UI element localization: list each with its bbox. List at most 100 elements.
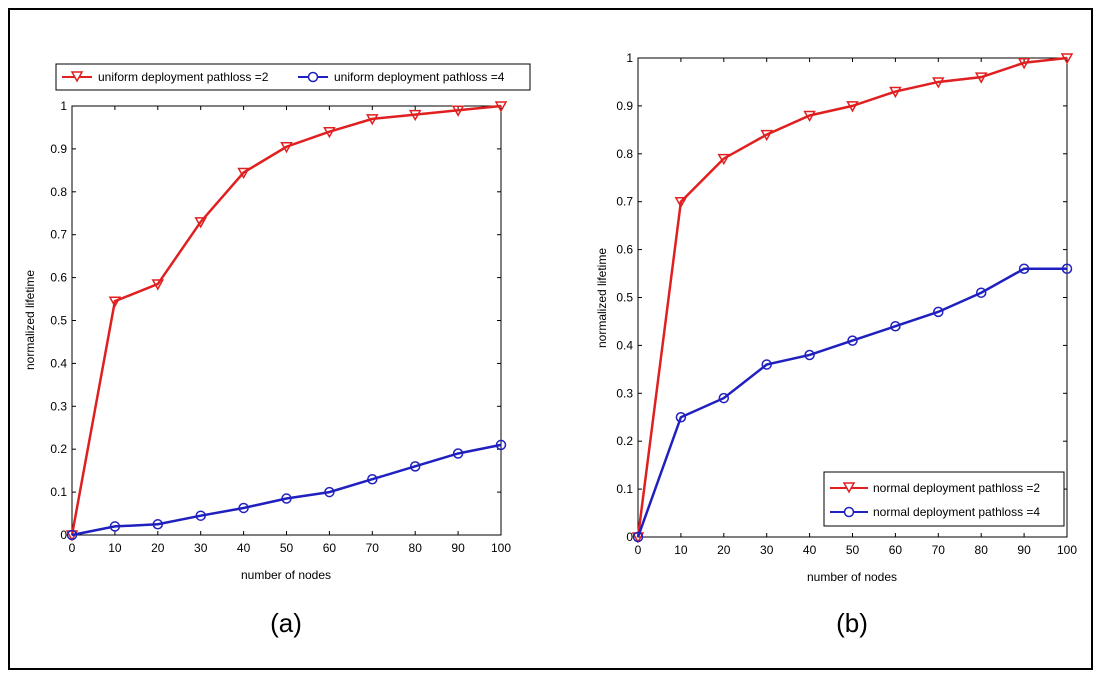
y-tick-label-b-6: 0.6 <box>616 243 633 257</box>
y-tick-label-a-5: 0.5 <box>50 314 67 328</box>
data-point-a-0-3 <box>194 217 207 229</box>
x-tick-label-a-5: 50 <box>280 541 294 555</box>
plot-area-b <box>637 57 1068 538</box>
y-tick-label-a-1: 0.1 <box>50 485 67 499</box>
legend-label-a-1: uniform deployment pathloss =4 <box>334 70 505 84</box>
data-point-b-1-9 <box>1018 263 1030 275</box>
x-tick-label-a-9: 90 <box>451 541 465 555</box>
data-point-b-1-4 <box>804 349 815 361</box>
data-point-a-0-10 <box>494 101 508 113</box>
data-point-a-1-1 <box>109 521 121 532</box>
y-tick-label-a-0: 0 <box>60 528 67 542</box>
series-line-a-1 <box>71 443 502 537</box>
plot-area-a <box>71 105 502 536</box>
ticks-b: 0 10 20 30 40 50 60 70 80 90 100 0 0.1 0.2 0.3 0.4 0.5 0.… <box>616 51 1077 557</box>
data-point-b-1-0 <box>632 531 644 543</box>
x-tick-label-a-4: 40 <box>237 541 251 555</box>
legend-marker-b-1 <box>843 506 855 518</box>
data-point-b-0-5 <box>846 101 859 113</box>
legend-marker-a-1 <box>307 71 319 83</box>
data-point-b-0-2 <box>717 153 731 166</box>
x-tick-label-a-7: 70 <box>366 541 380 555</box>
data-point-b-0-4 <box>803 110 816 123</box>
x-axis-label-a: number of nodes <box>241 568 331 582</box>
y-tick-label-a-3: 0.3 <box>50 399 67 413</box>
data-point-b-1-10 <box>1061 263 1073 275</box>
data-point-b-1-7 <box>933 306 944 318</box>
chart-panel-a: 0 10 20 30 40 50 60 70 80 90 100 0 0.1 0.2 0.3 0.4 0.5 0.… <box>23 63 531 638</box>
x-tick-label-b-9: 90 <box>1017 543 1031 557</box>
x-tick-label-b-1: 10 <box>674 543 688 557</box>
data-point-a-0-9 <box>451 105 465 117</box>
data-point-b-0-9 <box>1017 58 1031 70</box>
data-point-a-1-4 <box>238 502 249 514</box>
y-tick-label-a-7: 0.7 <box>50 228 67 242</box>
caption-a: (a) <box>270 608 302 638</box>
series-b <box>631 53 1074 544</box>
legend-label-b-1: normal deployment pathloss =4 <box>873 505 1040 519</box>
x-tick-label-b-0: 0 <box>635 543 642 557</box>
legend-label-b-0: normal deployment pathloss =2 <box>873 481 1040 495</box>
x-tick-label-a-3: 30 <box>194 541 208 555</box>
data-point-b-1-1 <box>675 412 687 423</box>
x-tick-label-a-0: 0 <box>69 541 76 555</box>
data-point-b-1-3 <box>761 359 772 370</box>
legend-marker-a-0 <box>70 71 84 83</box>
data-point-b-1-8 <box>975 287 987 298</box>
data-point-b-1-5 <box>847 335 858 346</box>
data-point-b-0-7 <box>932 77 945 89</box>
data-point-a-1-6 <box>324 486 335 498</box>
legend-label-a-0: uniform deployment pathloss =2 <box>98 70 269 84</box>
data-point-b-0-8 <box>974 72 988 84</box>
y-tick-label-b-10: 1 <box>626 51 633 65</box>
data-point-b-1-6 <box>890 320 901 332</box>
y-tick-label-b-2: 0.2 <box>616 434 633 448</box>
x-tick-label-b-2: 20 <box>717 543 731 557</box>
x-tick-label-a-1: 10 <box>108 541 122 555</box>
data-point-a-1-0 <box>66 529 78 541</box>
data-point-b-1-2 <box>718 392 730 404</box>
data-point-a-0-5 <box>280 142 293 154</box>
x-tick-label-a-6: 60 <box>323 541 337 555</box>
data-point-b-0-6 <box>889 86 902 99</box>
data-point-a-0-7 <box>366 114 379 126</box>
x-axis-label-b: number of nodes <box>807 570 897 584</box>
x-tick-label-b-8: 80 <box>975 543 989 557</box>
data-point-a-0-8 <box>408 109 422 122</box>
y-tick-label-b-5: 0.5 <box>616 291 633 305</box>
data-point-a-1-9 <box>452 448 464 459</box>
y-tick-label-b-3: 0.3 <box>616 386 633 400</box>
legend-marker-b-0 <box>842 482 856 494</box>
data-point-b-0-3 <box>760 129 773 142</box>
x-tick-label-b-3: 30 <box>760 543 774 557</box>
series-line-a-0 <box>70 104 502 536</box>
data-point-a-0-4 <box>237 167 250 180</box>
x-tick-label-b-10: 100 <box>1057 543 1077 557</box>
x-tick-label-b-7: 70 <box>932 543 946 557</box>
y-tick-label-b-9: 0.9 <box>616 99 633 113</box>
data-point-b-0-10 <box>1060 53 1074 65</box>
legend-b: normal deployment pathloss =2 normal dep… <box>823 471 1065 527</box>
x-tick-label-b-6: 60 <box>889 543 903 557</box>
chart-panel-b: 0 10 20 30 40 50 60 70 80 90 100 0 0.1 0.2 0.3 0.4 0.5 0.… <box>595 51 1077 638</box>
figure-frame: 0 10 20 30 40 50 60 70 80 90 100 0 0.1 0.2 0.3 0.4 0.5 0.… <box>8 8 1093 670</box>
y-tick-label-a-6: 0.6 <box>50 271 67 285</box>
data-point-a-1-10 <box>495 439 507 451</box>
data-point-a-0-6 <box>323 126 336 139</box>
data-point-a-1-2 <box>152 519 164 530</box>
caption-b: (b) <box>836 608 868 638</box>
y-tick-label-b-1: 0.1 <box>616 482 633 496</box>
data-point-b-0-1 <box>674 196 688 209</box>
data-point-a-1-7 <box>367 473 378 485</box>
data-point-a-1-3 <box>195 510 206 521</box>
x-tick-label-a-10: 100 <box>491 541 511 555</box>
data-point-a-1-5 <box>281 493 292 504</box>
y-tick-label-a-9: 0.9 <box>50 142 67 156</box>
y-tick-label-b-7: 0.7 <box>616 195 633 209</box>
x-tick-label-b-4: 40 <box>803 543 817 557</box>
series-a <box>65 101 508 542</box>
y-tick-label-a-2: 0.2 <box>50 442 67 456</box>
data-point-a-0-2 <box>151 279 165 291</box>
series-line-b-0 <box>636 56 1068 538</box>
data-point-a-1-8 <box>409 461 421 472</box>
